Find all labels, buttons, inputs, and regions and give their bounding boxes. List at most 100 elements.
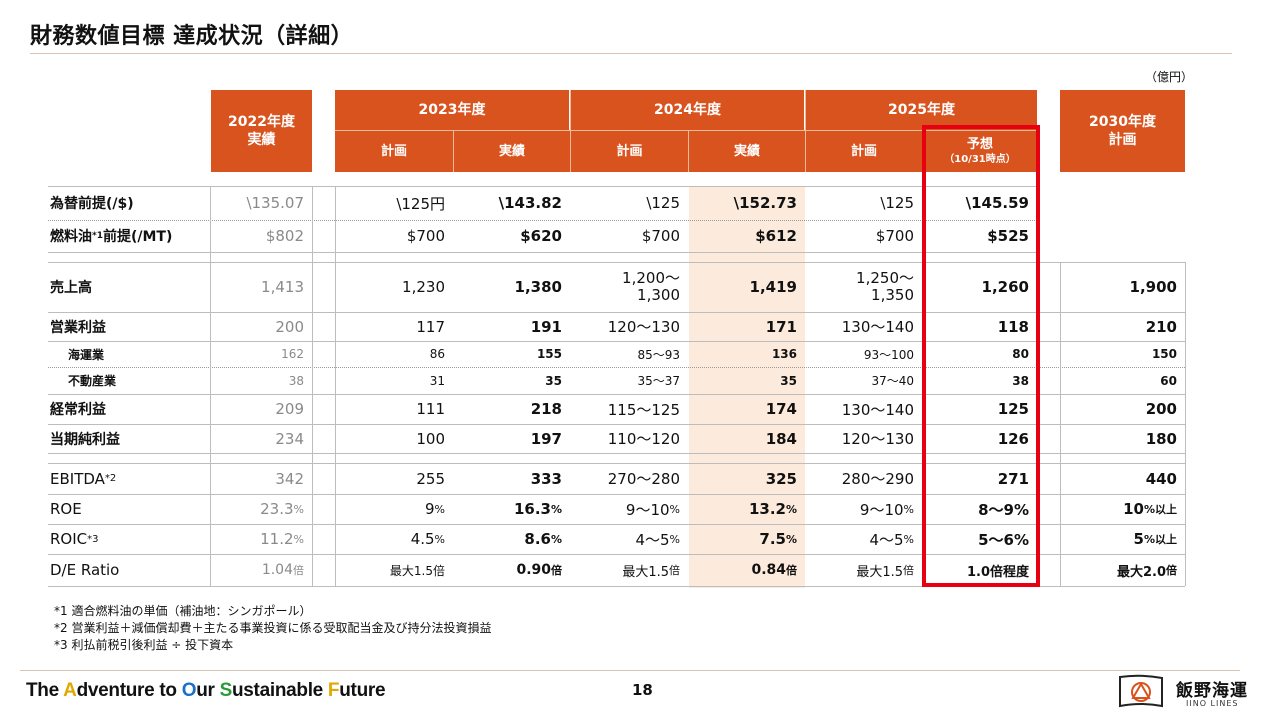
- pct-unit: %: [434, 532, 445, 546]
- op-2025-forecast: 118: [997, 317, 1029, 336]
- roe-2025-forecast: 8～9%: [978, 500, 1029, 519]
- header-2024-actual: 実績: [688, 130, 805, 172]
- ordinary-2023-actual: 218: [530, 400, 562, 418]
- shipping-2023-plan: 86: [429, 347, 445, 361]
- de-2025-plan: 最大1.5 倍: [805, 554, 922, 586]
- ordinary-2025-forecast: 125: [997, 400, 1029, 418]
- net-2023-plan: 100: [416, 429, 445, 448]
- roe-2023-actual: 16.3%: [453, 494, 570, 524]
- footnote-text: 営業利益＋減価償却費＋主たる事業投資に係る受取配当金及び持分法投資損益: [71, 621, 492, 635]
- de-2023-plan: 最大1.5倍: [389, 563, 445, 578]
- net-2030-plan: 180: [1145, 429, 1177, 448]
- times-unit: 倍: [786, 564, 797, 577]
- fuel-2024-actual: $612: [755, 227, 797, 245]
- footnote-text: 利払前税引後利益 ÷ 投下資本: [71, 638, 234, 652]
- header-2023-actual: 実績: [453, 130, 570, 172]
- sales-2024-actual: 1,419: [749, 278, 797, 296]
- roic-2023-plan: 4.5%: [335, 524, 453, 554]
- op-2023-actual: 191: [530, 317, 562, 336]
- de-2023-actual-value: 0.90: [516, 562, 551, 578]
- de-2025-plan-value: 最大1.5: [856, 564, 903, 580]
- tagline: The Adventure to Our Sustainable Future: [26, 680, 386, 702]
- roe-2024-actual-value: 13.2: [748, 500, 786, 518]
- de-2030-plan-value: 最大2.0: [1116, 564, 1166, 580]
- shipping-2030-plan: 150: [1151, 347, 1177, 361]
- fx-2023-plan: \125円: [396, 194, 445, 213]
- fx-2025-plan: \125: [880, 194, 914, 212]
- row-line: [48, 524, 1185, 525]
- net-2023-actual: 197: [530, 429, 562, 448]
- highlight-2024-actual: [689, 187, 805, 588]
- roe-2025-plan: 9～10%: [805, 494, 922, 524]
- company-name: 飯野海運: [1176, 681, 1248, 701]
- de-2023-actual: 0.90 倍: [453, 554, 570, 586]
- row-line: [48, 453, 1185, 454]
- net-2024-plan: 110～120: [607, 430, 680, 448]
- sales-2025-plan-line1: 1,250～: [856, 269, 914, 287]
- col-line: [1185, 262, 1186, 586]
- header-2030-sub: 計画: [1108, 132, 1137, 148]
- tagline-part: The: [26, 680, 64, 701]
- roic-2023-plan-value: 4.5: [410, 530, 435, 548]
- ordinary-2030-plan: 200: [1145, 400, 1177, 418]
- sales-2030-plan: 1,900: [1129, 278, 1177, 296]
- row-line: [48, 554, 1185, 555]
- tagline-part: uture: [339, 680, 386, 701]
- tagline-part: A: [63, 680, 77, 701]
- header-2023: 2023年度: [335, 90, 569, 130]
- footer-divider: [20, 670, 1240, 671]
- header-2022-year: 2022年度: [228, 114, 295, 130]
- de-2024-plan-value: 最大1.5: [622, 564, 669, 580]
- de-2022: 1.04 倍: [211, 554, 312, 586]
- fuel-2023-plan: $700: [406, 227, 445, 245]
- fx-2025-forecast: \145.59: [965, 194, 1029, 212]
- de-2024-plan: 最大1.5 倍: [570, 554, 688, 586]
- pct-unit: %: [550, 502, 562, 516]
- ordinary-2025-plan: 130～140: [841, 400, 914, 419]
- footnote-3: *3 利払前税引後利益 ÷ 投下資本: [54, 637, 491, 654]
- shipping-2022: 162: [281, 347, 304, 361]
- footnote-2: *2 営業利益＋減価償却費＋主たる事業投資に係る受取配当金及び持分法投資損益: [54, 620, 491, 637]
- realestate-2023-plan: 31: [429, 373, 445, 388]
- row-label-fx: 為替前提(/$): [50, 196, 134, 212]
- company-name-en: IINO LINES: [1186, 699, 1239, 708]
- tagline-part: ur: [196, 680, 220, 701]
- pct-unit: %: [293, 532, 304, 546]
- pct-unit: %: [669, 532, 680, 546]
- roic-2024-actual: 7.5%: [688, 524, 805, 554]
- pct-unit: %: [903, 532, 914, 546]
- company-flag-logo-icon: [1119, 674, 1163, 708]
- header-2024: 2024年度: [570, 90, 804, 130]
- row-label-operating-profit: 営業利益: [50, 319, 106, 336]
- ordinary-2024-plan: 115～125: [607, 400, 680, 419]
- shipping-2024-plan: 85～93: [637, 347, 680, 362]
- fuel-2023-actual: $620: [520, 227, 562, 245]
- row-label-ordinary-profit: 経常利益: [50, 402, 106, 418]
- sales-2024-plan-line2: 1,300: [637, 286, 680, 304]
- pct-unit: %: [785, 502, 797, 516]
- fuel-label-b: 前提(/MT): [102, 229, 173, 245]
- times-unit: 倍: [551, 564, 562, 577]
- roe-2024-plan: 9～10%: [570, 494, 688, 524]
- row-label-real-estate: 不動産業: [68, 374, 117, 388]
- fx-2024-actual: \152.73: [733, 194, 797, 212]
- forecast-label: 予想: [966, 136, 993, 152]
- roe-2023-plan: 9%: [335, 494, 453, 524]
- ebitda-2025-forecast: 271: [997, 469, 1029, 488]
- sales-2025-plan-line2: 1,350: [871, 286, 914, 304]
- header-2022: 2022年度 実績: [211, 90, 312, 172]
- pct-unit: %: [1143, 502, 1155, 516]
- roic-2030-plan-value: 5: [1133, 530, 1144, 548]
- ebitda-note-mark: *2: [104, 473, 117, 484]
- forecast-date: （10/31時点）: [944, 153, 1016, 165]
- ordinary-2023-plan: 111: [416, 400, 445, 418]
- op-2022: 200: [275, 317, 304, 336]
- op-2030-plan: 210: [1145, 317, 1177, 336]
- ebitda-2022: 342: [275, 469, 304, 488]
- realestate-2022: 38: [288, 373, 304, 388]
- op-2024-actual: 171: [765, 317, 797, 336]
- times-unit: 倍: [1166, 564, 1177, 577]
- roic-2024-actual-value: 7.5: [759, 530, 786, 548]
- row-label-roe: ROE: [50, 500, 82, 518]
- pct-unit: %: [434, 502, 445, 516]
